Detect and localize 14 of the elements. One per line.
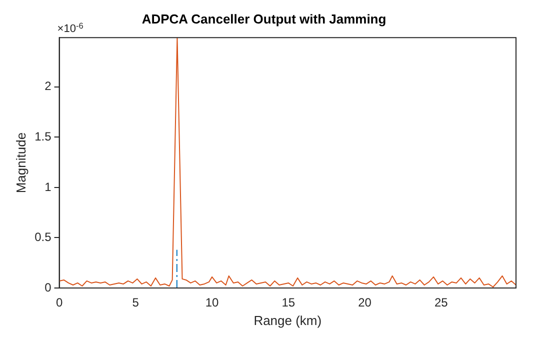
y-tick-label: 2 [44,79,52,94]
x-tick-label: 20 [358,296,372,310]
chart-title: ADPCA Canceller Output with Jamming [142,11,386,26]
x-tick-label: 25 [434,296,448,310]
x-tick-label: 0 [56,296,63,310]
y-tick-label: 0 [44,280,52,294]
x-axis-title: Range (km) [254,312,322,328]
x-tick-label: 5 [132,296,140,310]
y-tick-label: 1.5 [34,129,52,144]
y-tick-label: 1 [44,180,52,194]
x-tick-label: 10 [205,296,220,310]
y-axis-title: Magnitude [13,132,28,194]
y-tick-label: 0.5 [34,230,52,244]
x-tick-label: 15 [282,296,296,310]
